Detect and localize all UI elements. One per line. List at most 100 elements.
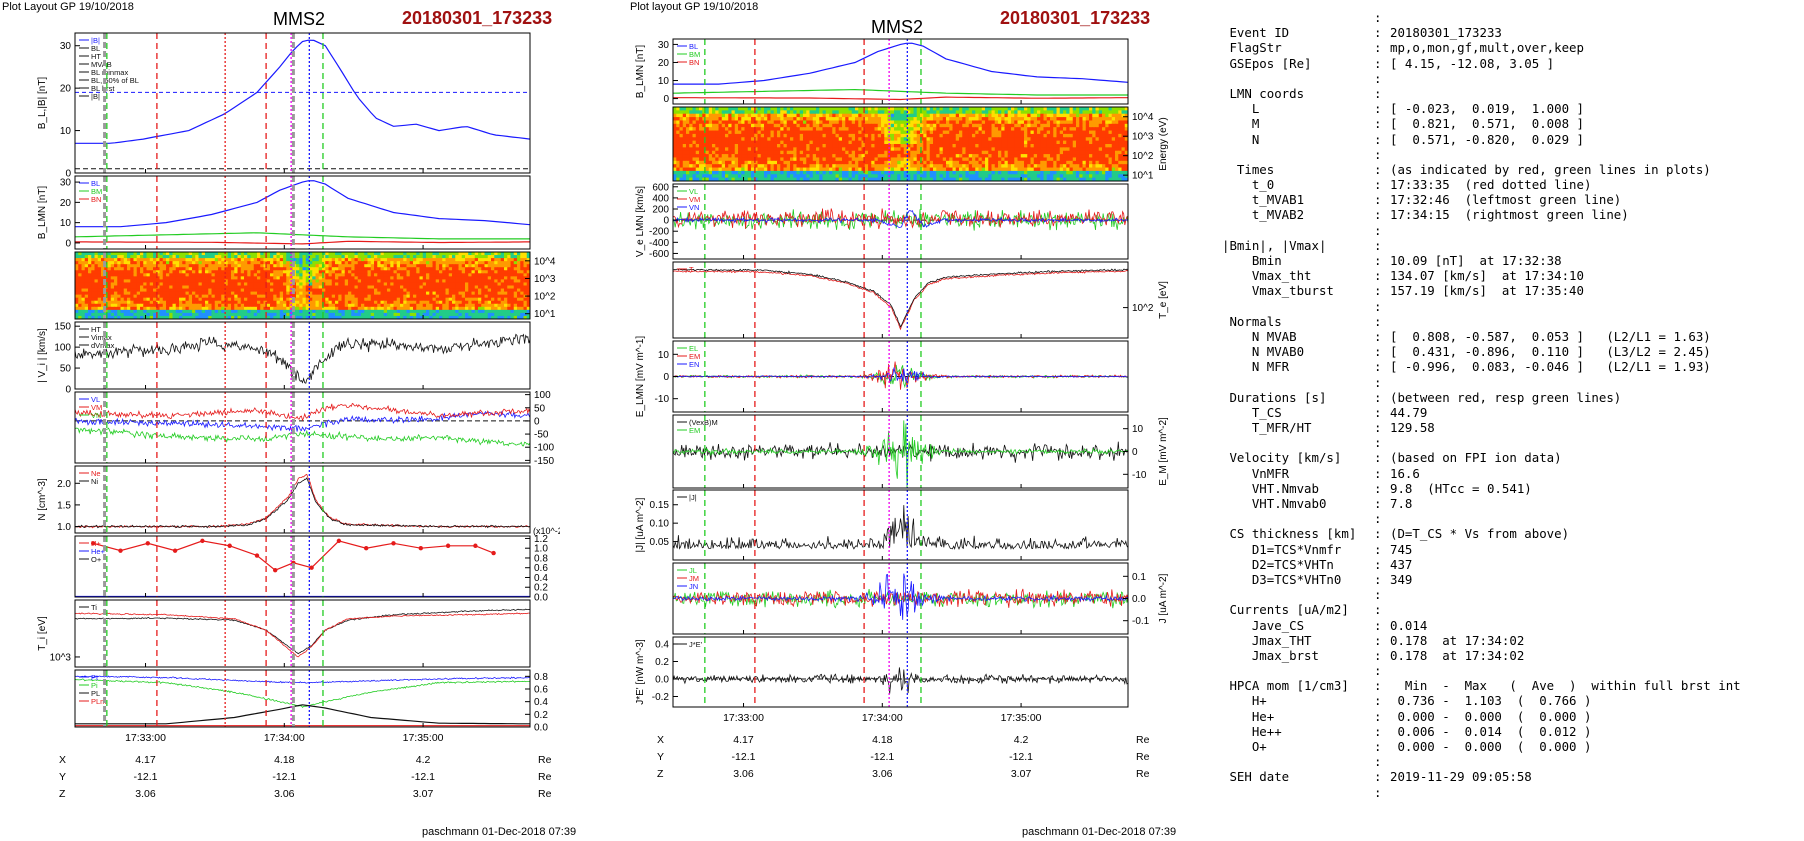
- heatmap-cell: [1017, 117, 1022, 121]
- heatmap-cell: [991, 107, 996, 111]
- heatmap-cell: [803, 107, 807, 111]
- heatmap-cell: [773, 110, 778, 115]
- heatmap-cell: [81, 258, 86, 262]
- heatmap-cell: [718, 137, 723, 142]
- heatmap-cell: [500, 276, 505, 280]
- heatmap-cell: [955, 117, 960, 121]
- heatmap-cell: [803, 140, 807, 145]
- heatmap-cell: [351, 282, 355, 286]
- heatmap-cell: [253, 276, 258, 280]
- heatmap-cell: [426, 303, 430, 308]
- heatmap-cell: [497, 288, 502, 293]
- heatmap-cell: [832, 130, 836, 135]
- heatmap-cell: [432, 252, 437, 256]
- heatmap-cell: [351, 258, 355, 262]
- heatmap-cell: [877, 117, 882, 121]
- heatmap-cell: [341, 297, 346, 302]
- heatmap-cell: [1118, 133, 1122, 138]
- heatmap-cell: [101, 288, 105, 293]
- heatmap-cell: [367, 252, 372, 256]
- y-tick-label: 10: [60, 218, 72, 229]
- heatmap-cell: [757, 120, 762, 125]
- heatmap-cell: [101, 294, 105, 299]
- heatmap-cell: [370, 306, 375, 311]
- heatmap-cell: [205, 300, 209, 305]
- heatmap-cell: [169, 252, 173, 256]
- chart-plot-area: [75, 608, 530, 658]
- heatmap-cell: [192, 279, 196, 283]
- heatmap-cell: [114, 282, 118, 286]
- y-tick-label: 100: [54, 343, 71, 354]
- heatmap-cell: [224, 303, 229, 308]
- heatmap-cell: [400, 273, 404, 277]
- heatmap-cell: [159, 267, 164, 271]
- heatmap-cell: [998, 117, 1002, 121]
- heatmap-cell: [328, 261, 333, 265]
- heatmap-cell: [1115, 117, 1119, 121]
- heatmap-cell: [283, 312, 287, 317]
- heatmap-cell: [494, 282, 498, 286]
- heatmap-cell: [400, 267, 404, 271]
- chart-frame: [74, 669, 531, 728]
- heatmap-cell: [829, 130, 833, 135]
- heatmap-cell: [338, 276, 342, 280]
- heatmap-cell: [351, 270, 355, 274]
- heatmap-cell: [780, 123, 784, 128]
- ephem-value: 4.17: [135, 754, 156, 766]
- heatmap-cell: [94, 264, 99, 268]
- heatmap-cell: [1043, 117, 1048, 121]
- heatmap-cell: [868, 137, 872, 142]
- heatmap-cell: [900, 133, 905, 138]
- heatmap-cell: [335, 291, 339, 296]
- heatmap-cell: [273, 270, 277, 274]
- heatmap-cell: [374, 315, 378, 319]
- heatmap-cell: [481, 309, 485, 314]
- heatmap-cell: [458, 297, 463, 302]
- heatmap-cell: [179, 309, 183, 314]
- heatmap-cell: [81, 312, 86, 317]
- heatmap-cell: [978, 117, 983, 121]
- heatmap-cell: [442, 261, 446, 265]
- heatmap-cell: [523, 261, 528, 265]
- y-tick-label: -150: [534, 456, 554, 467]
- heatmap-cell: [881, 110, 885, 115]
- heatmap-cell: [374, 279, 378, 283]
- heatmap-cell: [364, 276, 368, 280]
- heatmap-cell: [123, 309, 128, 314]
- heatmap-cell: [734, 137, 739, 142]
- heatmap-cell: [481, 297, 485, 302]
- heatmap-cell: [910, 140, 914, 145]
- heatmap-cell: [162, 273, 167, 277]
- heatmap-cell: [130, 288, 134, 293]
- heatmap-cell: [127, 297, 131, 302]
- heatmap-cell: [747, 117, 752, 121]
- heatmap-cell: [361, 255, 365, 259]
- heatmap-cell: [169, 264, 173, 268]
- heatmap-cell: [175, 297, 180, 302]
- heatmap-cell: [471, 276, 476, 280]
- heatmap-cell: [1040, 137, 1044, 142]
- heatmap-cell: [192, 303, 196, 308]
- heatmap-cell: [890, 137, 895, 142]
- heatmap-cell: [497, 285, 502, 290]
- heatmap-cell: [920, 140, 924, 145]
- heatmap-cell: [218, 282, 222, 286]
- heatmap-cell: [273, 252, 277, 256]
- heatmap-cell: [1102, 123, 1106, 128]
- heatmap-cell: [263, 267, 268, 271]
- heatmap-cell: [198, 261, 203, 265]
- heatmap-cell: [377, 312, 381, 317]
- heatmap-cell: [208, 306, 212, 311]
- heatmap-cell: [75, 315, 79, 319]
- heatmap-cell: [994, 127, 999, 132]
- heatmap-cell: [500, 264, 505, 268]
- heatmap-cell: [864, 110, 869, 115]
- heatmap-cell: [354, 252, 359, 256]
- heatmap-cell: [712, 140, 716, 145]
- heatmap-cell: [786, 137, 791, 142]
- heatmap-cell: [816, 130, 820, 135]
- heatmap-cell: [1056, 120, 1061, 125]
- heatmap-cell: [97, 285, 102, 290]
- heatmap-cell: [500, 294, 505, 299]
- heatmap-cell: [744, 107, 749, 111]
